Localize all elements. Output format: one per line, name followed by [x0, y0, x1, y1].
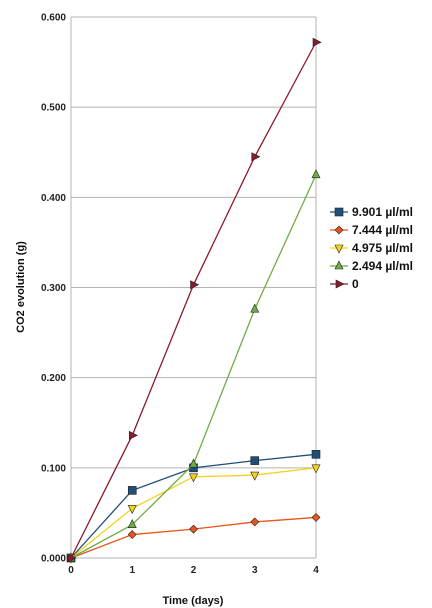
y-axis-ticks: 0.000 0.100 0.200 0.300 0.400 0.500 0.600	[41, 13, 66, 565]
x-tick-label: 3	[252, 565, 258, 576]
y-tick-label: 0.300	[41, 283, 66, 294]
x-axis-title: Time (days)	[163, 595, 224, 607]
series-3	[67, 170, 320, 561]
data-point	[251, 304, 259, 312]
x-tick-label: 4	[313, 565, 319, 576]
data-point	[190, 525, 198, 533]
y-axis-title: CO2 evolution (g)	[15, 241, 27, 333]
data-point	[190, 459, 198, 467]
data-point	[312, 450, 320, 458]
y-tick-label: 0.500	[41, 103, 66, 114]
data-point	[312, 465, 320, 473]
legend-label: 2.494 µl/ml	[352, 259, 413, 273]
data-point	[251, 472, 259, 480]
data-point	[128, 486, 136, 494]
x-tick-label: 2	[191, 565, 197, 576]
data-point	[335, 208, 343, 216]
data-point	[335, 261, 343, 269]
data-point	[251, 518, 259, 526]
data-point	[312, 513, 320, 521]
data-point	[313, 38, 321, 46]
data-point	[128, 531, 136, 539]
x-tick-label: 0	[68, 565, 74, 576]
legend-item: 9.901 µl/ml	[330, 205, 413, 219]
data-point	[335, 226, 343, 234]
y-tick-label: 0.100	[41, 463, 66, 474]
data-point	[128, 520, 136, 528]
data-point	[335, 245, 343, 253]
data-point	[128, 505, 136, 513]
legend-item: 2.494 µl/ml	[330, 259, 413, 273]
y-tick-label: 0.400	[41, 193, 66, 204]
legend-label: 0	[352, 277, 359, 291]
legend-item: 0	[330, 277, 359, 291]
legend-label: 9.901 µl/ml	[352, 205, 413, 219]
y-tick-label: 0.600	[41, 13, 66, 24]
series-line	[71, 175, 316, 558]
x-tick-label: 1	[129, 565, 135, 576]
legend-item: 7.444 µl/ml	[330, 223, 413, 237]
y-tick-label: 0.000	[41, 554, 66, 565]
series-4	[68, 38, 321, 562]
legend-item: 4.975 µl/ml	[330, 241, 413, 255]
series-group	[67, 38, 321, 563]
legend: 9.901 µl/ml 7.444 µl/ml 4.975 µl/ml 2.494 µ…	[330, 205, 413, 291]
data-point	[312, 170, 320, 178]
data-point	[251, 457, 259, 465]
series-2	[67, 465, 320, 563]
x-axis-ticks: 0 1 2 3 4	[68, 565, 319, 576]
data-point	[336, 280, 344, 288]
y-tick-label: 0.200	[41, 373, 66, 384]
legend-label: 7.444 µl/ml	[352, 223, 413, 237]
legend-label: 4.975 µl/ml	[352, 241, 413, 255]
